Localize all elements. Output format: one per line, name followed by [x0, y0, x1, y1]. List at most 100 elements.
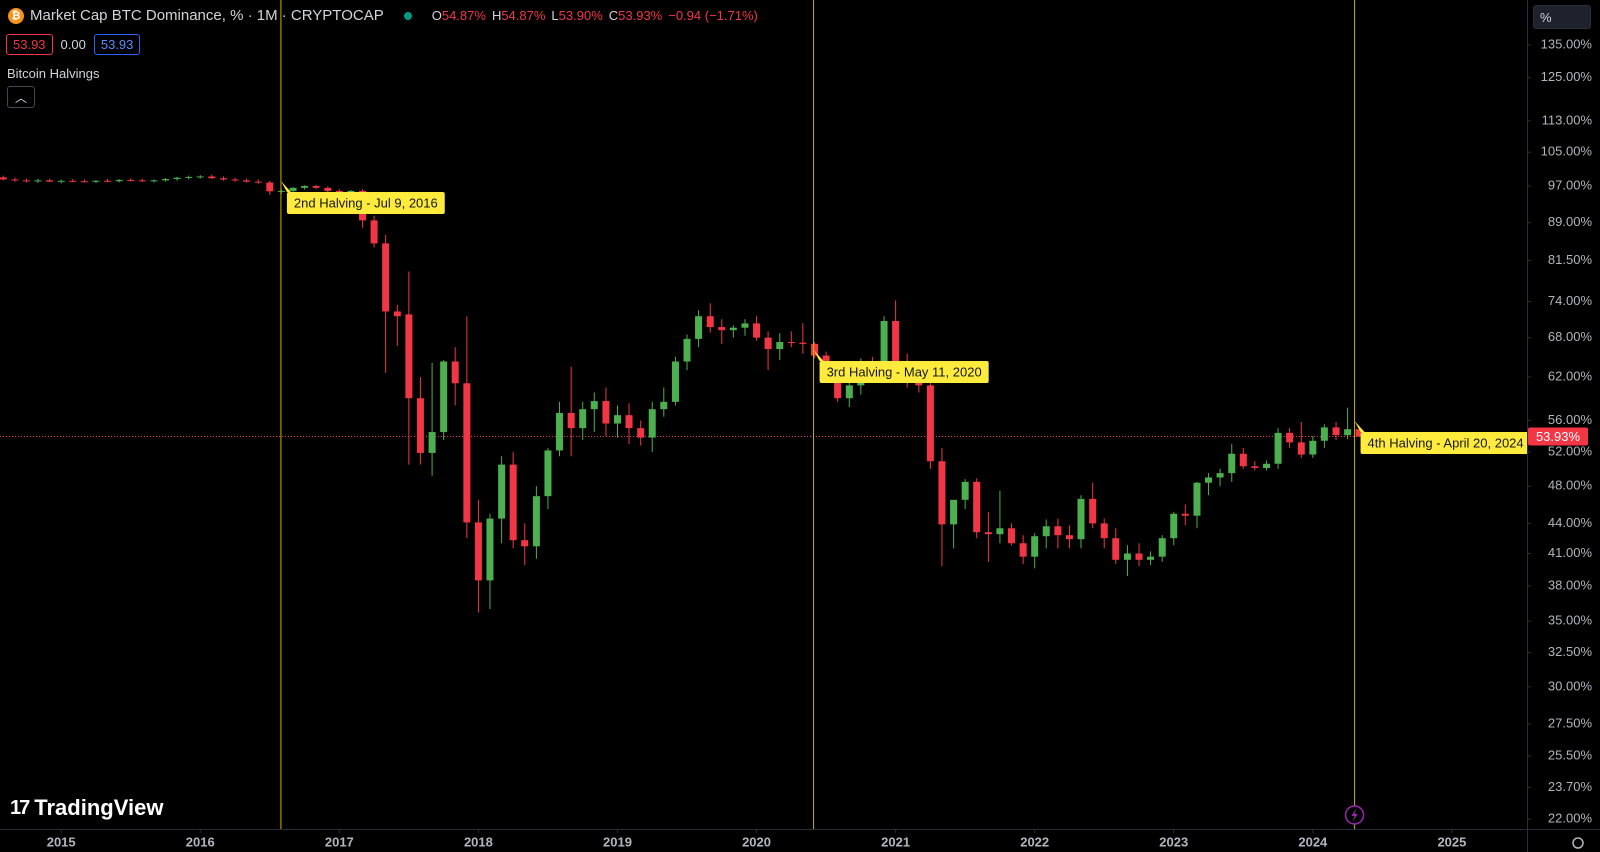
- y-tick-label: 30.00%: [1548, 678, 1593, 693]
- symbol-title[interactable]: Market Cap BTC Dominance, % · 1M · CRYPT…: [30, 7, 384, 24]
- halving-pointer: [1354, 421, 1365, 432]
- logo: 17 TradingView: [10, 795, 163, 821]
- ohlc-value: 53.93%: [618, 8, 663, 23]
- candle-body: [1286, 432, 1294, 443]
- halving-pointer: [813, 350, 824, 361]
- x-tick-label: 2016: [186, 834, 215, 849]
- candle-body: [1205, 477, 1213, 483]
- candle-body: [1054, 526, 1062, 536]
- candle-body: [451, 361, 459, 384]
- y-tick-label: 52.00%: [1548, 444, 1593, 459]
- candle-body: [393, 311, 401, 317]
- candle-body: [370, 220, 378, 244]
- ohlc-key: C: [608, 8, 619, 23]
- candle-body: [1158, 538, 1166, 557]
- candle-body: [729, 327, 737, 331]
- halving-label: 3rd Halving - May 11, 2020: [819, 361, 989, 383]
- candle-body: [1181, 513, 1189, 516]
- candle-body: [196, 176, 204, 178]
- candle-body: [880, 320, 888, 364]
- indicator-name[interactable]: Bitcoin Halvings: [7, 66, 100, 81]
- x-tick-label: 2019: [603, 834, 632, 849]
- candle-body: [115, 179, 123, 182]
- candle-body: [1065, 535, 1073, 540]
- candle-body: [706, 316, 714, 328]
- candle-body: [1135, 553, 1143, 560]
- candle-body: [46, 180, 54, 182]
- candle-body: [185, 176, 193, 178]
- ohlc-item: C53.93%: [609, 8, 662, 23]
- candle-body: [161, 179, 169, 181]
- y-tick-label: 41.00%: [1548, 545, 1593, 560]
- x-tick-label: 2023: [1159, 834, 1188, 849]
- candle-body: [80, 181, 88, 183]
- halving-label-text: 3rd Halving - May 11, 2020: [827, 364, 982, 379]
- candle-body: [753, 323, 761, 338]
- candle-body: [984, 532, 992, 535]
- legend-header: ₿ Market Cap BTC Dominance, % · 1M · CRY…: [8, 7, 758, 24]
- candle-body: [416, 398, 424, 453]
- candle-body: [834, 372, 842, 399]
- scale-button[interactable]: %: [1533, 5, 1591, 29]
- candle-body: [92, 180, 100, 182]
- ohlc-key: L: [551, 8, 559, 23]
- candle-body: [382, 243, 390, 312]
- y-tick-label: 25.50%: [1548, 748, 1593, 763]
- ohlc-value: 54.87%: [501, 8, 546, 23]
- candle-body: [463, 383, 471, 523]
- candle-body: [683, 338, 691, 362]
- candle-body: [1089, 498, 1097, 524]
- candle-body: [741, 323, 749, 328]
- candle-body: [1216, 473, 1224, 478]
- candle-body: [1320, 427, 1328, 441]
- candle-body: [57, 180, 65, 182]
- candle-body: [590, 401, 598, 410]
- y-tick-label: 35.00%: [1548, 612, 1593, 627]
- btc-icon: ₿: [8, 7, 24, 24]
- candle-body: [671, 361, 679, 402]
- ohlc-key: O: [431, 8, 442, 23]
- candle-body: [938, 461, 946, 525]
- candle-body: [474, 522, 482, 581]
- x-tick-label: 2025: [1437, 834, 1466, 849]
- candle-body: [219, 178, 227, 180]
- ohlc-item: L53.90%: [551, 8, 602, 23]
- candle-body: [509, 464, 517, 541]
- y-tick-label: 81.50%: [1548, 252, 1593, 267]
- ohlc-values: O54.87% H54.87% L53.90% C53.93%: [432, 8, 663, 23]
- y-tick-label: 22.00%: [1548, 811, 1593, 826]
- change: −0.94 (−1.71%): [668, 8, 758, 23]
- candle-body: [1297, 442, 1305, 455]
- candle-body: [1077, 498, 1085, 540]
- candle-body: [1274, 432, 1282, 464]
- candle-body: [1042, 526, 1050, 537]
- candle-body: [532, 496, 540, 547]
- candle-body: [602, 401, 610, 424]
- candle-body: [1007, 528, 1015, 544]
- collapse-button[interactable]: ︿: [7, 86, 35, 108]
- y-tick-label: 48.00%: [1548, 478, 1593, 493]
- candle-body: [544, 450, 552, 497]
- halving-label-text: 2nd Halving - Jul 9, 2016: [294, 195, 438, 210]
- candle-body: [637, 428, 645, 438]
- candle-body: [138, 180, 146, 182]
- x-tick-label: 2022: [1020, 834, 1049, 849]
- candle-body: [266, 182, 274, 192]
- candle-body: [11, 179, 19, 181]
- value-box: 53.93: [6, 34, 53, 55]
- y-tick-label: 27.50%: [1548, 715, 1593, 730]
- candle-body: [1100, 523, 1108, 539]
- halving-label-bg: [286, 192, 445, 214]
- candle-body: [579, 409, 587, 429]
- candle-body: [0, 177, 7, 180]
- market-status: [403, 11, 412, 20]
- ohlc-item: O54.87%: [432, 8, 486, 23]
- y-tick-label: 105.00%: [1541, 144, 1593, 159]
- candle-body: [104, 180, 112, 182]
- candle-body: [34, 180, 42, 182]
- candle-body: [1309, 440, 1317, 455]
- candle-body: [312, 186, 320, 188]
- candle-body: [926, 385, 934, 462]
